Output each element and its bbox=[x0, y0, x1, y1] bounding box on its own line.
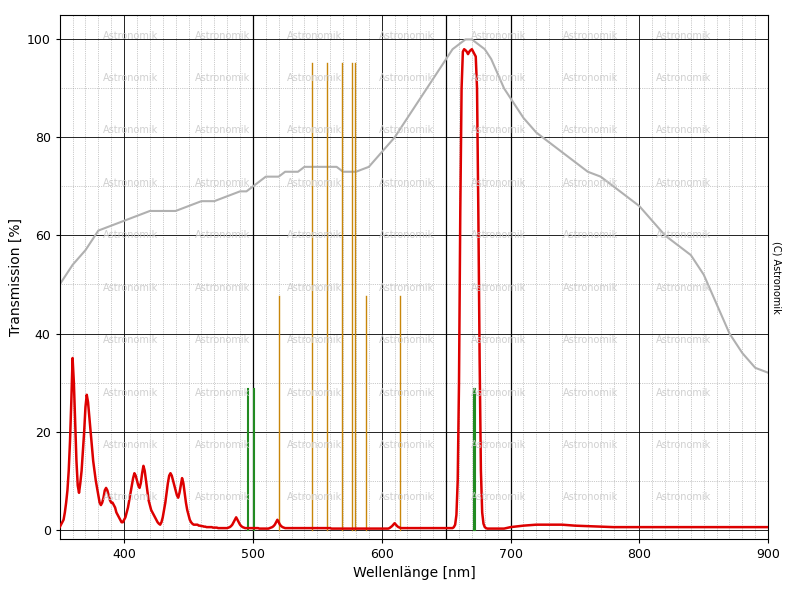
Text: Astronomik: Astronomik bbox=[471, 335, 527, 345]
Text: Astronomik: Astronomik bbox=[655, 31, 711, 41]
Text: Astronomik: Astronomik bbox=[195, 283, 250, 293]
Text: Astronomik: Astronomik bbox=[471, 73, 527, 83]
Text: Astronomik: Astronomik bbox=[287, 283, 342, 293]
Text: Astronomik: Astronomik bbox=[195, 178, 250, 188]
Text: Astronomik: Astronomik bbox=[471, 440, 527, 450]
Text: Astronomik: Astronomik bbox=[195, 125, 250, 135]
Text: Astronomik: Astronomik bbox=[103, 178, 158, 188]
Text: Astronomik: Astronomik bbox=[103, 230, 158, 240]
Y-axis label: Transmission [%]: Transmission [%] bbox=[9, 218, 22, 336]
Text: Astronomik: Astronomik bbox=[564, 31, 618, 41]
Text: Astronomik: Astronomik bbox=[564, 283, 618, 293]
Text: Astronomik: Astronomik bbox=[379, 31, 435, 41]
Text: Astronomik: Astronomik bbox=[564, 440, 618, 450]
Text: Astronomik: Astronomik bbox=[655, 440, 711, 450]
Text: Astronomik: Astronomik bbox=[471, 31, 527, 41]
Text: Astronomik: Astronomik bbox=[195, 335, 250, 345]
Text: Astronomik: Astronomik bbox=[564, 178, 618, 188]
Text: Astronomik: Astronomik bbox=[287, 335, 342, 345]
X-axis label: Wellenlänge [nm]: Wellenlänge [nm] bbox=[353, 566, 475, 579]
Text: Astronomik: Astronomik bbox=[471, 125, 527, 135]
Text: Astronomik: Astronomik bbox=[379, 178, 435, 188]
Text: Astronomik: Astronomik bbox=[103, 335, 158, 345]
Text: Astronomik: Astronomik bbox=[195, 73, 250, 83]
Text: Astronomik: Astronomik bbox=[655, 73, 711, 83]
Text: Astronomik: Astronomik bbox=[195, 440, 250, 450]
Text: Astronomik: Astronomik bbox=[471, 230, 527, 240]
Text: Astronomik: Astronomik bbox=[379, 125, 435, 135]
Text: Astronomik: Astronomik bbox=[564, 73, 618, 83]
Text: Astronomik: Astronomik bbox=[195, 31, 250, 41]
Text: Astronomik: Astronomik bbox=[379, 387, 435, 398]
Text: Astronomik: Astronomik bbox=[655, 492, 711, 502]
Text: Astronomik: Astronomik bbox=[195, 492, 250, 502]
Text: Astronomik: Astronomik bbox=[287, 492, 342, 502]
Text: Astronomik: Astronomik bbox=[655, 387, 711, 398]
Text: Astronomik: Astronomik bbox=[103, 440, 158, 450]
Text: Astronomik: Astronomik bbox=[564, 125, 618, 135]
Text: Astronomik: Astronomik bbox=[103, 125, 158, 135]
Text: Astronomik: Astronomik bbox=[287, 440, 342, 450]
Text: Astronomik: Astronomik bbox=[564, 387, 618, 398]
Text: Astronomik: Astronomik bbox=[379, 73, 435, 83]
Text: Astronomik: Astronomik bbox=[287, 178, 342, 188]
Text: Astronomik: Astronomik bbox=[103, 31, 158, 41]
Text: Astronomik: Astronomik bbox=[655, 283, 711, 293]
Text: Astronomik: Astronomik bbox=[379, 335, 435, 345]
Text: Astronomik: Astronomik bbox=[655, 230, 711, 240]
Text: Astronomik: Astronomik bbox=[471, 492, 527, 502]
Text: Astronomik: Astronomik bbox=[655, 335, 711, 345]
Text: Astronomik: Astronomik bbox=[471, 178, 527, 188]
Text: Astronomik: Astronomik bbox=[379, 440, 435, 450]
Text: Astronomik: Astronomik bbox=[195, 230, 250, 240]
Text: Astronomik: Astronomik bbox=[564, 335, 618, 345]
Text: Astronomik: Astronomik bbox=[379, 230, 435, 240]
Text: Astronomik: Astronomik bbox=[287, 387, 342, 398]
Text: Astronomik: Astronomik bbox=[379, 492, 435, 502]
Text: Astronomik: Astronomik bbox=[103, 387, 158, 398]
Text: Astronomik: Astronomik bbox=[103, 73, 158, 83]
Text: Astronomik: Astronomik bbox=[564, 230, 618, 240]
Text: Astronomik: Astronomik bbox=[287, 31, 342, 41]
Text: Astronomik: Astronomik bbox=[287, 73, 342, 83]
Text: Astronomik: Astronomik bbox=[655, 125, 711, 135]
Text: Astronomik: Astronomik bbox=[655, 178, 711, 188]
Text: Astronomik: Astronomik bbox=[471, 283, 527, 293]
Text: Astronomik: Astronomik bbox=[103, 283, 158, 293]
Text: Astronomik: Astronomik bbox=[287, 230, 342, 240]
Text: (C) Astronomik: (C) Astronomik bbox=[771, 241, 782, 313]
Text: Astronomik: Astronomik bbox=[471, 387, 527, 398]
Text: Astronomik: Astronomik bbox=[564, 492, 618, 502]
Text: Astronomik: Astronomik bbox=[195, 387, 250, 398]
Text: Astronomik: Astronomik bbox=[379, 283, 435, 293]
Text: Astronomik: Astronomik bbox=[103, 492, 158, 502]
Text: Astronomik: Astronomik bbox=[287, 125, 342, 135]
